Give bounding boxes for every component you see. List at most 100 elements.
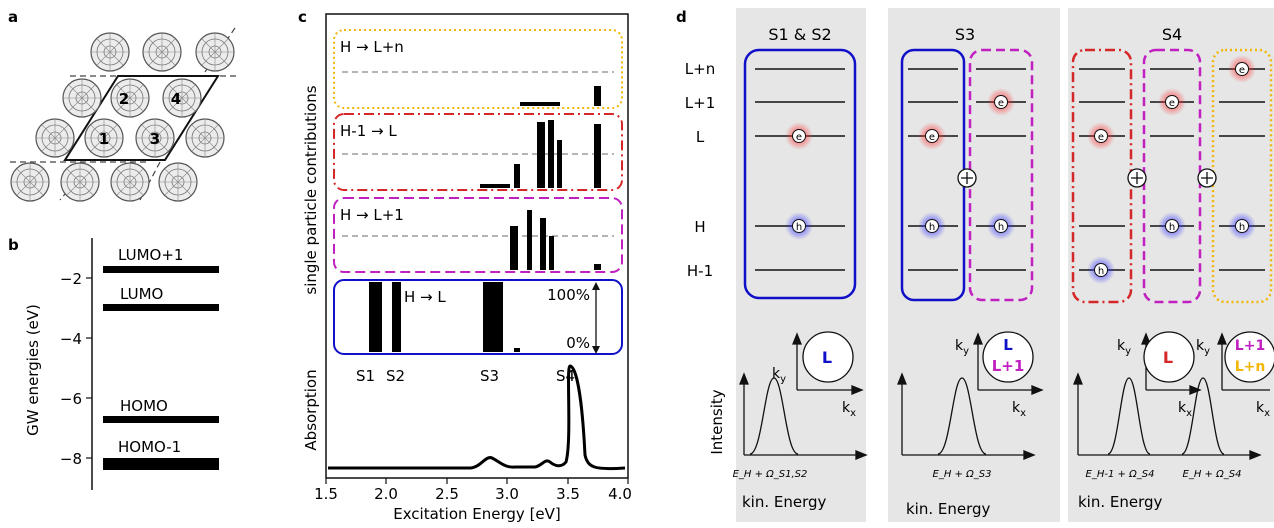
panel-letter-d: d bbox=[676, 8, 687, 26]
config-box bbox=[743, 48, 857, 300]
unit-cell bbox=[63, 75, 220, 161]
kin-energy-label: kin. Energy bbox=[906, 500, 991, 518]
c60-molecule bbox=[110, 78, 150, 118]
hole-label: h bbox=[1098, 266, 1104, 277]
contribution-bar bbox=[548, 120, 554, 188]
ky-label: ky bbox=[1196, 338, 1210, 357]
state-label-s2: S2 bbox=[386, 367, 405, 385]
panel-b: b −2 −4 −6 −8 GW energies (eV) LUMO+1 LU… bbox=[8, 236, 219, 490]
panel-c: c single particle contributions Absorpti… bbox=[298, 8, 632, 523]
k-axes bbox=[792, 331, 864, 395]
panel-letter-b: b bbox=[8, 236, 19, 254]
c-xlabel: Excitation Energy [eV] bbox=[393, 505, 561, 523]
c60-molecule bbox=[110, 162, 150, 202]
contribution-box-h-l1 bbox=[333, 197, 623, 273]
c60-molecule bbox=[162, 78, 202, 118]
hole-icon bbox=[1235, 219, 1249, 233]
kx-label: kx bbox=[1256, 400, 1270, 419]
spectrum-axes bbox=[739, 372, 868, 460]
electron-icon bbox=[1235, 62, 1249, 76]
c60-molecule bbox=[60, 162, 100, 202]
kx-label: kx bbox=[1178, 400, 1192, 419]
scale-label-0: 0% bbox=[566, 334, 590, 352]
contribution-bar bbox=[480, 184, 510, 188]
electron-icon bbox=[1165, 95, 1179, 109]
contribution-bar bbox=[549, 236, 554, 270]
c-ylabel-bottom: Absorption bbox=[302, 369, 320, 450]
panel-d: d S1 & S2 S3 S4 L+n L+1 L H H-1 e h bbox=[676, 8, 1274, 522]
electron-label: e bbox=[998, 98, 1004, 109]
c-frame bbox=[325, 13, 629, 479]
ky-label: ky bbox=[772, 366, 786, 385]
contribution-bar bbox=[510, 226, 518, 270]
contribution-bar bbox=[594, 264, 601, 270]
scale-arrow-head bbox=[592, 282, 600, 290]
level-label-l: L bbox=[696, 128, 705, 146]
c-xtick-label: 2.5 bbox=[435, 485, 459, 503]
electron-label: e bbox=[929, 132, 935, 143]
b-tick-label: −2 bbox=[60, 270, 82, 288]
level-lumo bbox=[103, 304, 219, 311]
plus-icon bbox=[957, 168, 977, 188]
column-title-s3: S3 bbox=[955, 25, 975, 44]
scale-arrow-head bbox=[592, 346, 600, 354]
ky-label: ky bbox=[1117, 338, 1131, 357]
level-homo1 bbox=[103, 458, 219, 470]
b-tick-label: −6 bbox=[60, 390, 82, 408]
energy-label: E_H + Ω_S3 bbox=[933, 469, 992, 480]
c60-molecule bbox=[158, 162, 198, 202]
b-ylabel: GW energies (eV) bbox=[24, 304, 42, 436]
spectrum-axes bbox=[897, 372, 1036, 460]
c-ylabel-top: single particle contributions bbox=[302, 85, 320, 294]
b-tick-label: −8 bbox=[60, 450, 82, 468]
kin-energy-label: kin. Energy bbox=[742, 493, 827, 511]
column-title-s1s2: S1 & S2 bbox=[768, 25, 831, 44]
k-circle-label: L bbox=[822, 348, 832, 367]
ky-label: ky bbox=[955, 338, 969, 357]
hole-label: h bbox=[998, 222, 1004, 233]
c60-molecule bbox=[35, 118, 75, 158]
panel-a: a 2 4 1 3 bbox=[8, 8, 240, 202]
c60-molecule bbox=[195, 32, 235, 72]
k-circle-label: L+1 bbox=[1235, 338, 1265, 354]
energy-label: E_H-1 + Ω_S4 bbox=[1086, 469, 1155, 480]
box-label: H-1 → L bbox=[340, 122, 397, 140]
level-label-l1: L+1 bbox=[685, 94, 715, 112]
plus-icon bbox=[1197, 168, 1217, 188]
contribution-bar bbox=[594, 86, 601, 106]
electron-label: e bbox=[796, 132, 802, 143]
contribution-box-h1-l bbox=[333, 113, 623, 191]
box-label: H → L bbox=[404, 288, 446, 306]
hole-label: h bbox=[1239, 222, 1245, 233]
hole-label: h bbox=[929, 222, 935, 233]
k-circle-label: L bbox=[1003, 336, 1013, 354]
b-tick-label: −4 bbox=[60, 330, 82, 348]
electron-label: e bbox=[1239, 65, 1245, 76]
contribution-bar bbox=[520, 102, 560, 106]
contribution-bar bbox=[557, 140, 562, 188]
column-bg bbox=[736, 8, 866, 522]
column-title-s4: S4 bbox=[1162, 25, 1182, 44]
level-homo bbox=[103, 416, 219, 423]
level-label: HOMO-1 bbox=[118, 438, 181, 456]
contribution-box-h-l bbox=[333, 279, 623, 355]
c60-molecule bbox=[90, 32, 130, 72]
molecule-label-2: 2 bbox=[119, 90, 129, 108]
contribution-bar bbox=[483, 282, 503, 352]
level-label: LUMO bbox=[120, 285, 163, 303]
level-label: HOMO bbox=[120, 397, 168, 415]
level-label-h1: H-1 bbox=[687, 262, 713, 280]
scale-label-100: 100% bbox=[547, 286, 590, 304]
level-label: LUMO+1 bbox=[118, 246, 183, 264]
energy-label: E_H + Ω_S1,S2 bbox=[733, 469, 808, 480]
electron-icon bbox=[1094, 129, 1108, 143]
c-xtick-label: 3.5 bbox=[556, 485, 580, 503]
electron-label: e bbox=[1098, 132, 1104, 143]
hole-icon bbox=[792, 219, 806, 233]
kx-label: kx bbox=[1012, 400, 1026, 419]
kx-label: kx bbox=[842, 400, 856, 419]
c60-molecule bbox=[10, 162, 50, 202]
electron-label: e bbox=[1169, 98, 1175, 109]
electron-icon bbox=[792, 129, 806, 143]
